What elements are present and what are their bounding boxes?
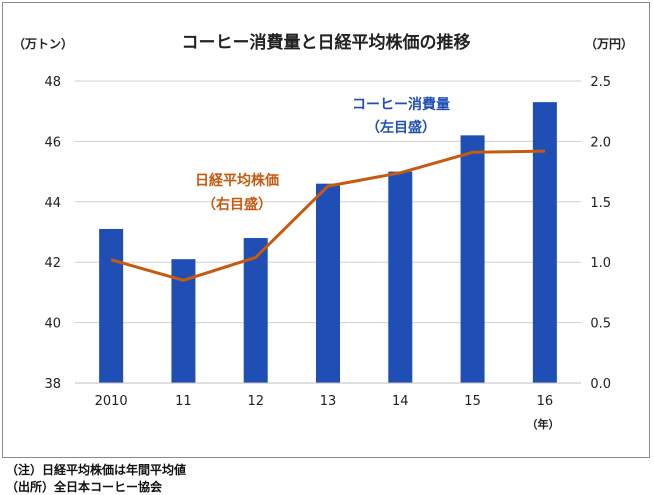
left-tick-label: 42 [44, 256, 61, 271]
chart-title: コーヒー消費量と日経平均株価の推移 [182, 32, 471, 53]
right-tick-label: 2.5 [590, 75, 611, 90]
chart-svg: コーヒー消費量と日経平均株価の推移 （万トン） （万円） 38 40 42 44 46 4… [13, 32, 633, 431]
legend-nikkei-name: 日経平均株価 [195, 172, 279, 189]
bar-12 [243, 238, 268, 383]
left-axis-unit: （万トン） [13, 36, 73, 51]
right-tick-label: 0.0 [590, 377, 611, 392]
legend-coffee-axis: （左目盛） [366, 119, 436, 136]
x-tick-label: 13 [320, 394, 337, 409]
x-tick-label: 2010 [95, 394, 128, 409]
right-tick-label: 1.5 [590, 196, 611, 211]
bar-16 [532, 102, 557, 383]
right-tick-label: 0.5 [590, 317, 611, 332]
left-tick-label: 46 [44, 135, 61, 150]
right-axis-unit: （万円） [585, 36, 633, 51]
right-axis-ticks: 0.0 0.5 1.0 1.5 2.0 2.5 [590, 75, 611, 392]
x-tick-label: 16 [537, 394, 554, 409]
right-tick-label: 2.0 [590, 135, 611, 150]
x-tick-label: 14 [392, 394, 409, 409]
line-series-nikkei [110, 149, 545, 282]
legend-coffee: コーヒー消費量 （左目盛） [352, 96, 450, 136]
bar-15 [460, 135, 485, 383]
note-source: （出所）全日本コーヒー協会 [6, 480, 163, 494]
x-axis-ticks: 2010 11 12 13 14 15 16 [95, 394, 554, 409]
left-tick-label: 38 [44, 377, 61, 392]
left-tick-label: 40 [44, 317, 61, 332]
x-tick-label: 12 [247, 394, 264, 409]
bar-2010 [99, 228, 124, 383]
legend-coffee-name: コーヒー消費量 [352, 96, 450, 113]
x-axis-unit: （年） [527, 417, 560, 431]
bar-series [99, 102, 557, 383]
right-tick-label: 1.0 [590, 256, 611, 271]
chart-frame: コーヒー消費量と日経平均株価の推移 （万トン） （万円） 38 40 42 44 46 4… [2, 2, 650, 458]
note-remark: （注）日経平均株価は年間平均値 [6, 463, 187, 477]
left-tick-label: 44 [44, 196, 61, 211]
left-tick-label: 48 [44, 75, 61, 90]
x-tick-label: 15 [464, 394, 481, 409]
left-axis-ticks: 38 40 42 44 46 48 [44, 75, 61, 392]
bar-13 [316, 183, 340, 383]
bar-14 [388, 171, 413, 383]
legend-nikkei-axis: （右目盛） [202, 196, 272, 213]
legend-nikkei: 日経平均株価 （右目盛） [195, 172, 279, 213]
x-tick-label: 11 [175, 394, 192, 409]
